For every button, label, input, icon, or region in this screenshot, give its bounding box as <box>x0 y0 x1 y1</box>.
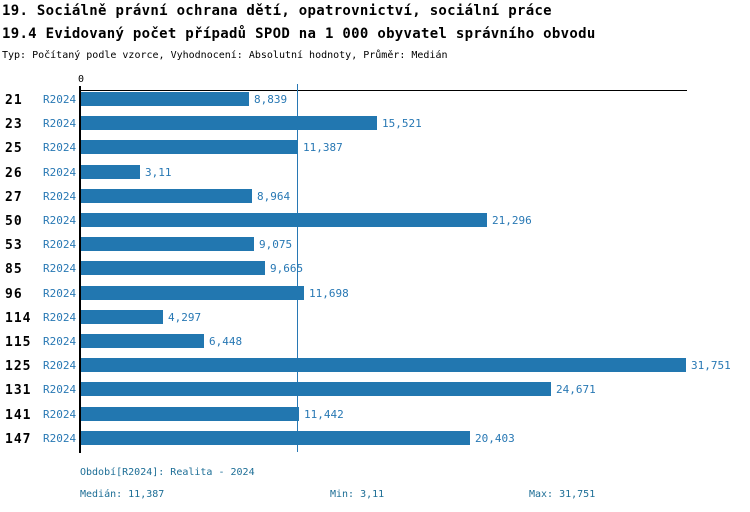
series-label: R2024 <box>43 93 77 106</box>
bar-value-label: 8,839 <box>254 93 288 106</box>
median-line <box>297 84 298 452</box>
category-label: 21 <box>5 93 23 108</box>
category-label: 25 <box>5 141 23 157</box>
indicator-title: 19.4 Evidovaný počet případů SPOD na 1 0… <box>2 26 596 42</box>
bar <box>81 430 470 445</box>
bar-value-label: 4,297 <box>168 310 202 324</box>
category-label: 50 <box>5 214 23 229</box>
bar <box>81 213 487 227</box>
bar <box>81 309 163 324</box>
series-label: R2024 <box>43 165 77 179</box>
min-stat-label: Min: 3,11 <box>330 489 385 500</box>
bar <box>81 188 252 203</box>
bar <box>81 164 141 179</box>
bar-value-label: 9,665 <box>270 262 304 276</box>
bar <box>81 237 254 252</box>
bar-value-label: 3,11 <box>145 165 172 179</box>
period-label: Období[R2024]: Realita - 2024 <box>80 467 255 478</box>
bar-value-label: 11,698 <box>309 286 349 300</box>
series-label: R2024 <box>43 359 77 373</box>
category-label: 53 <box>5 238 23 254</box>
series-label: R2024 <box>43 238 77 252</box>
series-label: R2024 <box>43 189 77 203</box>
series-label: R2024 <box>43 214 77 227</box>
category-label: 141 <box>5 407 32 423</box>
bar-value-label: 20,403 <box>475 431 515 445</box>
series-label: R2024 <box>43 117 77 131</box>
bar <box>81 261 266 276</box>
category-label: 23 <box>5 117 23 133</box>
bar <box>81 406 299 421</box>
category-label: 125 <box>5 359 32 375</box>
bar-value-label: 8,964 <box>257 189 291 203</box>
category-label: 114 <box>5 310 32 326</box>
indicator-subtitle: Typ: Počítaný podle vzorce, Vyhodnocení:… <box>2 50 448 61</box>
x-axis-line <box>79 90 687 91</box>
bar-value-label: 11,442 <box>304 407 344 421</box>
series-label: R2024 <box>43 431 77 445</box>
bar <box>81 92 250 106</box>
category-label: 27 <box>5 189 23 205</box>
report-section-title: 19. Sociálně právní ochrana dětí, opatro… <box>2 3 552 19</box>
series-label: R2024 <box>43 286 77 300</box>
series-label: R2024 <box>43 407 77 421</box>
series-label: R2024 <box>43 262 77 276</box>
category-label: 131 <box>5 383 32 399</box>
bar-value-label: 11,387 <box>303 141 343 155</box>
bar <box>81 334 204 348</box>
category-label: 26 <box>5 165 23 181</box>
bar <box>81 358 686 373</box>
bar-value-label: 6,448 <box>209 335 243 348</box>
bar-value-label: 31,751 <box>691 359 731 373</box>
category-label: 96 <box>5 286 23 302</box>
category-label: 115 <box>5 335 32 350</box>
bar-value-label: 9,075 <box>259 238 293 252</box>
bar <box>81 116 377 131</box>
y-axis-line <box>79 86 81 453</box>
bar <box>81 285 304 300</box>
bar-value-label: 21,296 <box>492 214 532 227</box>
bar-value-label: 15,521 <box>382 117 422 131</box>
max-stat-label: Max: 31,751 <box>529 489 596 500</box>
bar <box>81 382 552 397</box>
category-label: 85 <box>5 262 23 278</box>
series-label: R2024 <box>43 335 77 348</box>
median-stat-label: Medián: 11,387 <box>80 489 165 500</box>
category-label: 147 <box>5 431 32 447</box>
bar <box>81 140 298 155</box>
bar-value-label: 24,671 <box>556 383 596 397</box>
series-label: R2024 <box>43 383 77 397</box>
series-label: R2024 <box>43 310 77 324</box>
series-label: R2024 <box>43 141 77 155</box>
x-axis-zero-tick-label: 0 <box>77 74 85 85</box>
